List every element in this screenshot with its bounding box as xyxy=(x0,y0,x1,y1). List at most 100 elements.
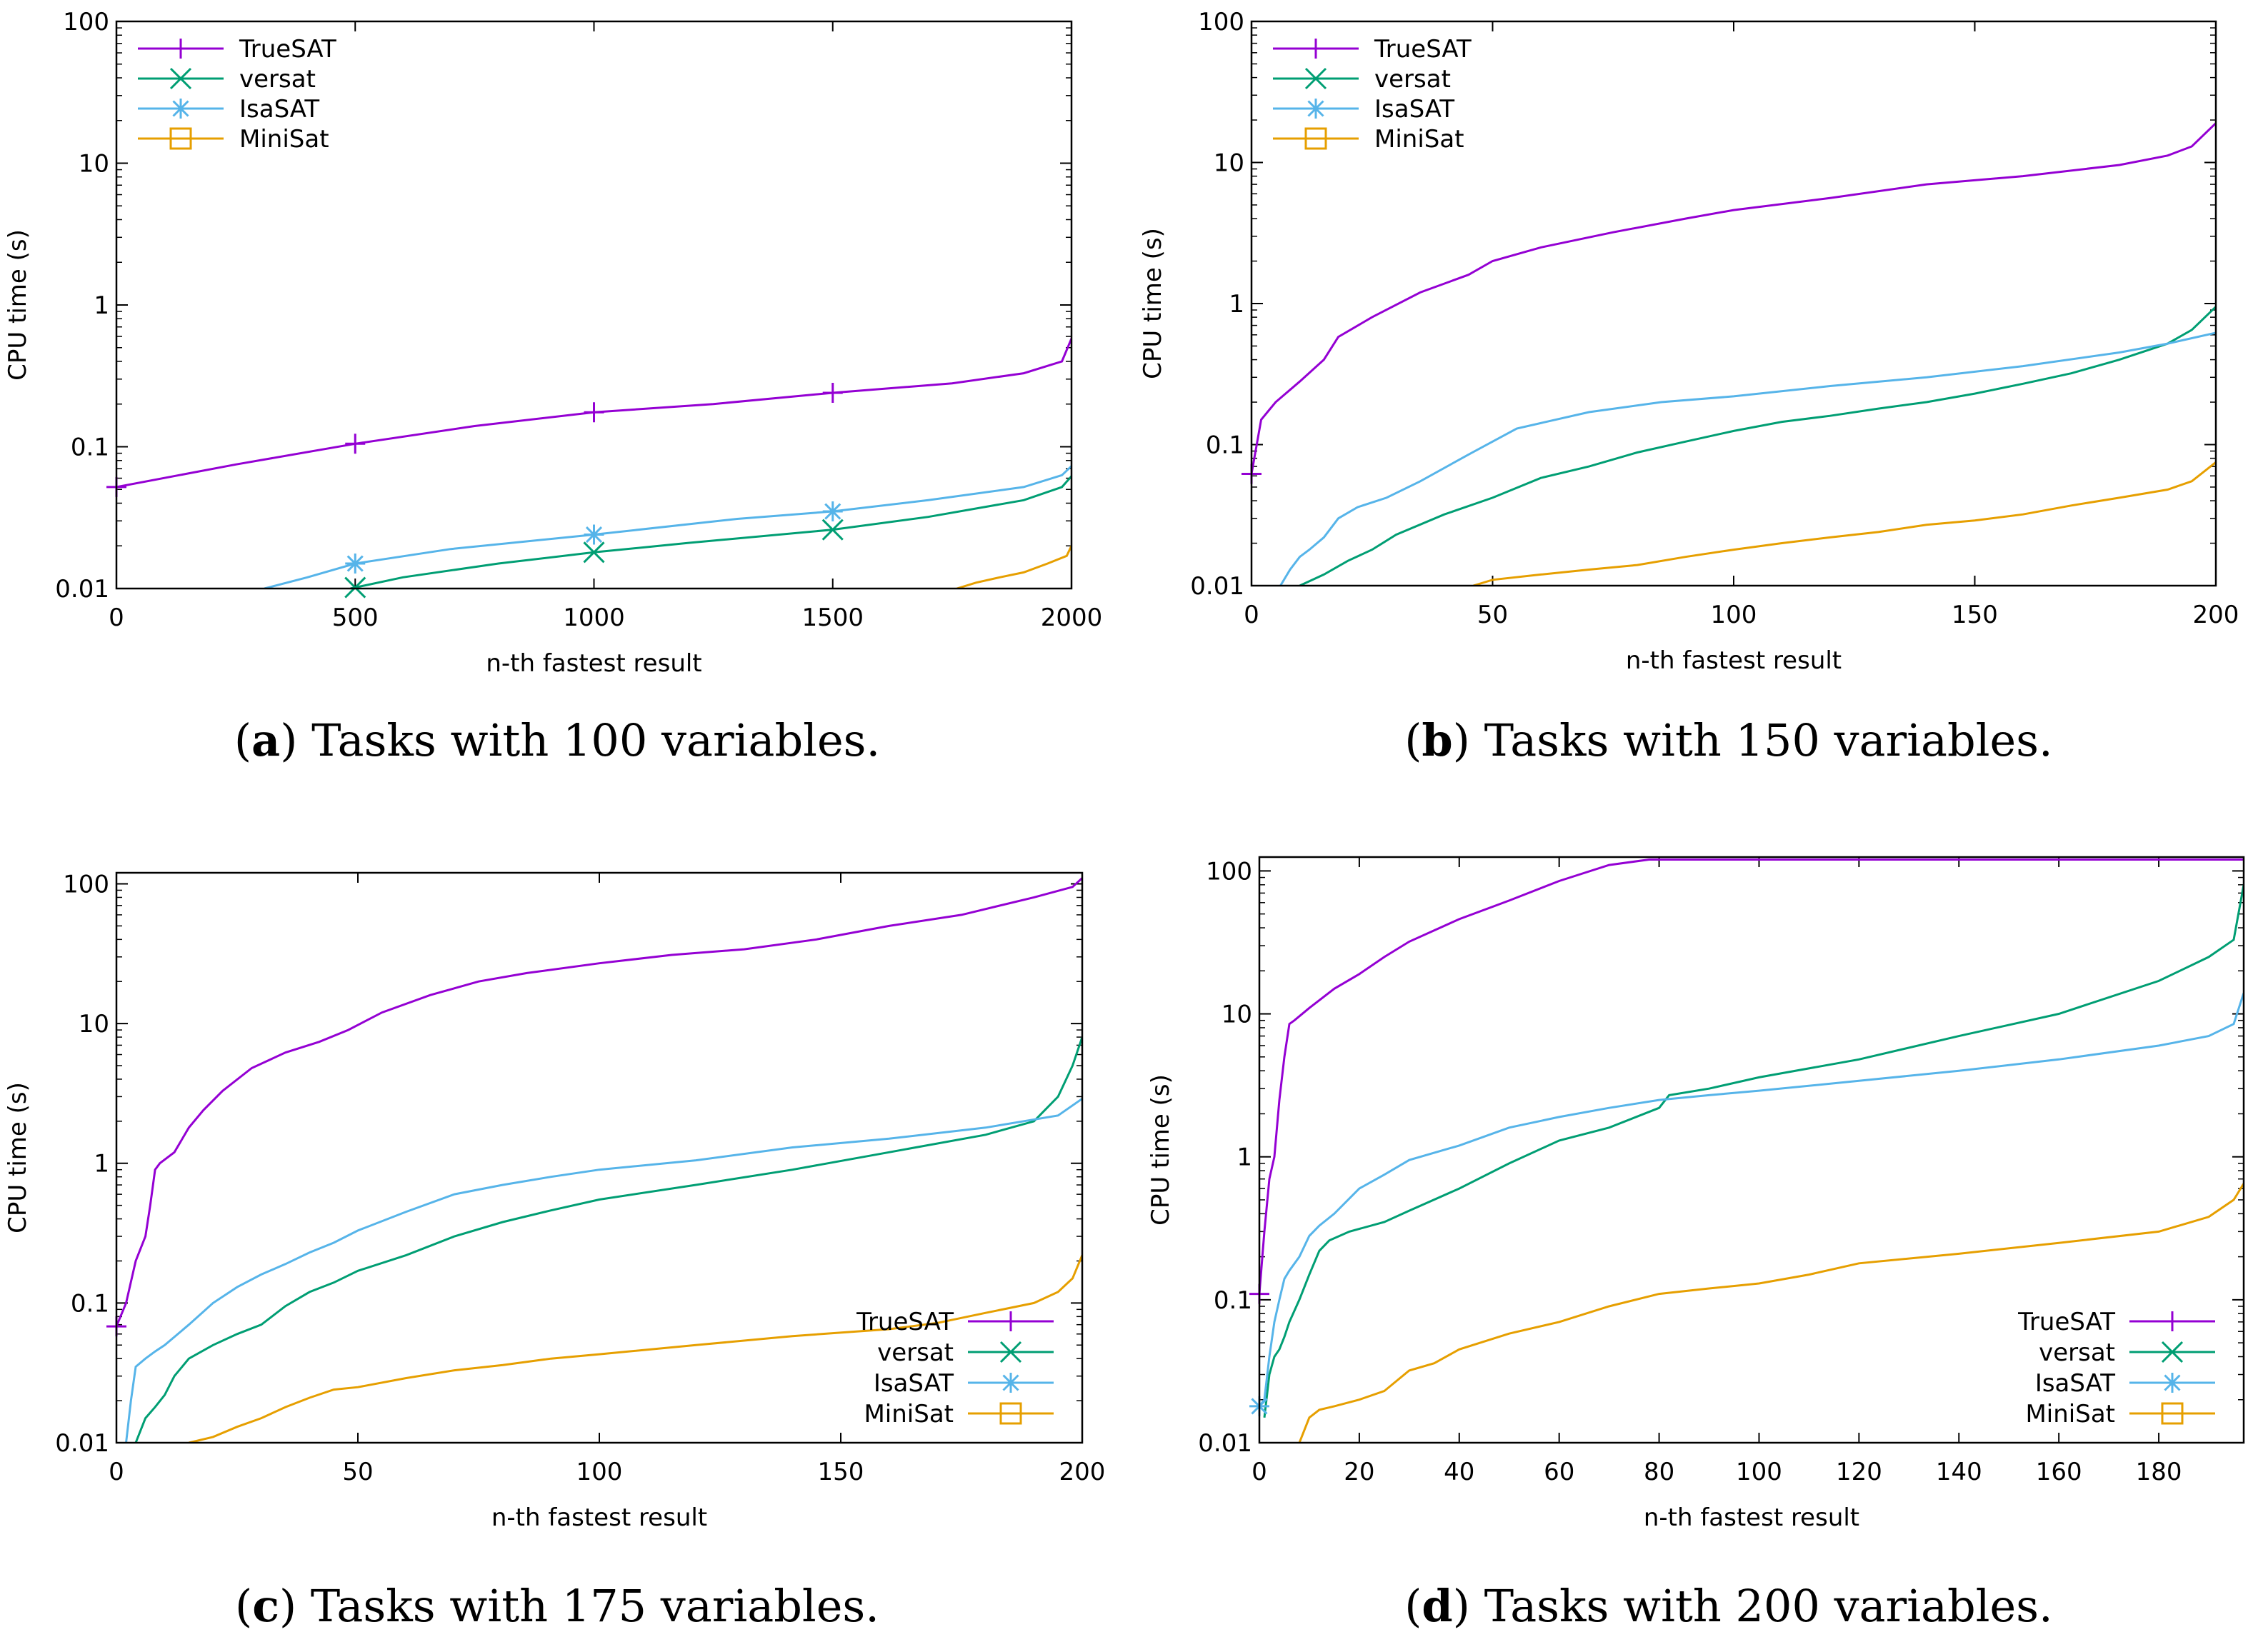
data-point-IsaSAT xyxy=(584,524,604,545)
series-line-IsaSAT xyxy=(1259,992,2244,1407)
caption-paren-open: ( xyxy=(235,1580,252,1632)
caption: (a) Tasks with 100 variables. xyxy=(234,714,880,766)
x-tick-label: 20 xyxy=(1344,1458,1374,1486)
x-tick-label: 50 xyxy=(1477,601,1508,629)
legend-label-MiniSat: MiniSat xyxy=(1374,125,1464,154)
x-tick-label: 150 xyxy=(1952,601,1998,629)
legend-marker-versat xyxy=(999,1341,1022,1363)
y-tick-label: 0.1 xyxy=(71,434,109,462)
y-tick-label: 0.01 xyxy=(1190,572,1244,601)
y-tick-label: 1 xyxy=(1229,290,1244,319)
y-tick-label: 10 xyxy=(79,1010,109,1038)
x-tick-label: 500 xyxy=(332,604,379,632)
y-axis-title: CPU time (s) xyxy=(1147,1074,1175,1226)
data-point-TrueSAT xyxy=(822,383,843,404)
caption-letter: c xyxy=(252,1580,279,1632)
y-tick-label: 0.1 xyxy=(71,1289,109,1318)
legend-marker-IsaSAT xyxy=(1001,1373,1021,1393)
legend-label-TrueSAT: TrueSAT xyxy=(239,35,336,64)
series-line-versat xyxy=(134,1036,1082,1443)
y-tick-label: 0.1 xyxy=(1214,1286,1252,1315)
x-tick-label: 200 xyxy=(2193,601,2239,629)
x-tick-label: 0 xyxy=(1252,1458,1267,1486)
legend-marker-MiniSat xyxy=(1304,127,1327,150)
legend-label-versat: versat xyxy=(1374,65,1451,94)
series-line-MiniSat xyxy=(956,545,1071,589)
y-tick-label: 0.01 xyxy=(55,1429,109,1458)
y-tick-label: 0.01 xyxy=(1198,1429,1252,1458)
legend-marker-versat xyxy=(2161,1341,2184,1363)
x-tick-label: 60 xyxy=(1544,1458,1574,1486)
x-tick-label: 0 xyxy=(109,1458,124,1486)
legend-label-versat: versat xyxy=(239,65,316,94)
caption: (c) Tasks with 175 variables. xyxy=(235,1580,879,1632)
caption-text: Tasks with 100 variables. xyxy=(311,714,880,766)
x-tick-label: 100 xyxy=(1736,1458,1782,1486)
series-line-IsaSAT xyxy=(125,1098,1082,1443)
series-line-TrueSAT xyxy=(1259,858,2244,1294)
legend-label-versat: versat xyxy=(2039,1338,2115,1367)
legend-label-IsaSAT: IsaSAT xyxy=(874,1369,954,1398)
legend-label-TrueSAT: TrueSAT xyxy=(856,1308,954,1336)
x-tick-label: 100 xyxy=(576,1458,623,1486)
legend-marker-MiniSat xyxy=(2161,1402,2184,1425)
x-tick-label: 1500 xyxy=(801,604,864,632)
plot-frame xyxy=(1250,20,2217,587)
series-line-versat xyxy=(1299,306,2216,586)
plot-frame xyxy=(1258,856,2245,1444)
legend-label-IsaSAT: IsaSAT xyxy=(239,95,319,124)
x-tick-label: 50 xyxy=(342,1458,373,1486)
caption-paren-open: ( xyxy=(1404,1580,1422,1632)
y-tick-label: 100 xyxy=(1206,857,1252,886)
caption-paren-open: ( xyxy=(1404,714,1422,766)
series-line-IsaSAT xyxy=(1279,331,2216,586)
plot-frame xyxy=(115,20,1073,590)
data-point-IsaSAT xyxy=(345,554,366,574)
x-tick-label: 1000 xyxy=(563,604,625,632)
x-tick-label: 180 xyxy=(2136,1458,2182,1486)
series-line-MiniSat xyxy=(189,1254,1082,1443)
caption-paren-close: ) xyxy=(1453,714,1484,766)
legend-marker-IsaSAT xyxy=(171,99,191,119)
legend-marker-TrueSAT xyxy=(1306,39,1326,59)
x-tick-label: 0 xyxy=(1244,601,1259,629)
legend-label-MiniSat: MiniSat xyxy=(864,1400,954,1428)
legend-marker-versat xyxy=(1304,67,1327,90)
legend-marker-TrueSAT xyxy=(1001,1311,1021,1331)
y-tick-label: 10 xyxy=(1214,149,1244,178)
legend-label-MiniSat: MiniSat xyxy=(2025,1400,2115,1428)
caption: (b) Tasks with 150 variables. xyxy=(1404,714,2053,766)
legend-marker-TrueSAT xyxy=(2162,1311,2182,1331)
y-tick-label: 10 xyxy=(79,150,109,179)
caption-paren-close: ) xyxy=(1453,1580,1484,1632)
series-line-TrueSAT xyxy=(1252,122,2216,474)
x-tick-label: 160 xyxy=(2036,1458,2082,1486)
data-point-IsaSAT xyxy=(822,501,843,522)
data-point-versat xyxy=(344,576,366,599)
panel-d: 0 20 40 60 80 100 120 140 160 180 0.01 0.1 1 10 100 Tru… xyxy=(1147,856,2245,1632)
x-axis-title: n-th fastest result xyxy=(1626,646,1842,675)
y-axis-title: CPU time (s) xyxy=(1139,228,1167,379)
caption-text: Tasks with 200 variables. xyxy=(1484,1580,2053,1632)
x-tick-label: 40 xyxy=(1444,1458,1474,1486)
panel-c: 0 50 100 150 200 0.01 0.1 1 10 100 TrueSATversatIs… xyxy=(4,870,1105,1632)
legend-marker-TrueSAT xyxy=(171,39,191,59)
y-tick-label: 100 xyxy=(63,8,109,36)
series-line-IsaSAT xyxy=(264,465,1071,589)
legend-marker-versat xyxy=(169,67,192,90)
data-point-versat xyxy=(821,519,844,541)
x-tick-label: 140 xyxy=(1936,1458,1982,1486)
y-tick-label: 1 xyxy=(94,291,109,320)
legend-marker-MiniSat xyxy=(999,1402,1022,1425)
y-tick-label: 100 xyxy=(63,870,109,898)
series-line-MiniSat xyxy=(1473,461,2216,586)
x-tick-label: 150 xyxy=(818,1458,864,1486)
x-tick-label: 200 xyxy=(1059,1458,1106,1486)
series-line-versat xyxy=(1263,884,2244,1418)
legend-marker-MiniSat xyxy=(169,127,192,150)
caption-letter: b xyxy=(1422,714,1452,766)
x-axis-title: n-th fastest result xyxy=(491,1503,707,1532)
y-tick-label: 0.1 xyxy=(1206,431,1244,460)
caption-paren-open: ( xyxy=(234,714,251,766)
